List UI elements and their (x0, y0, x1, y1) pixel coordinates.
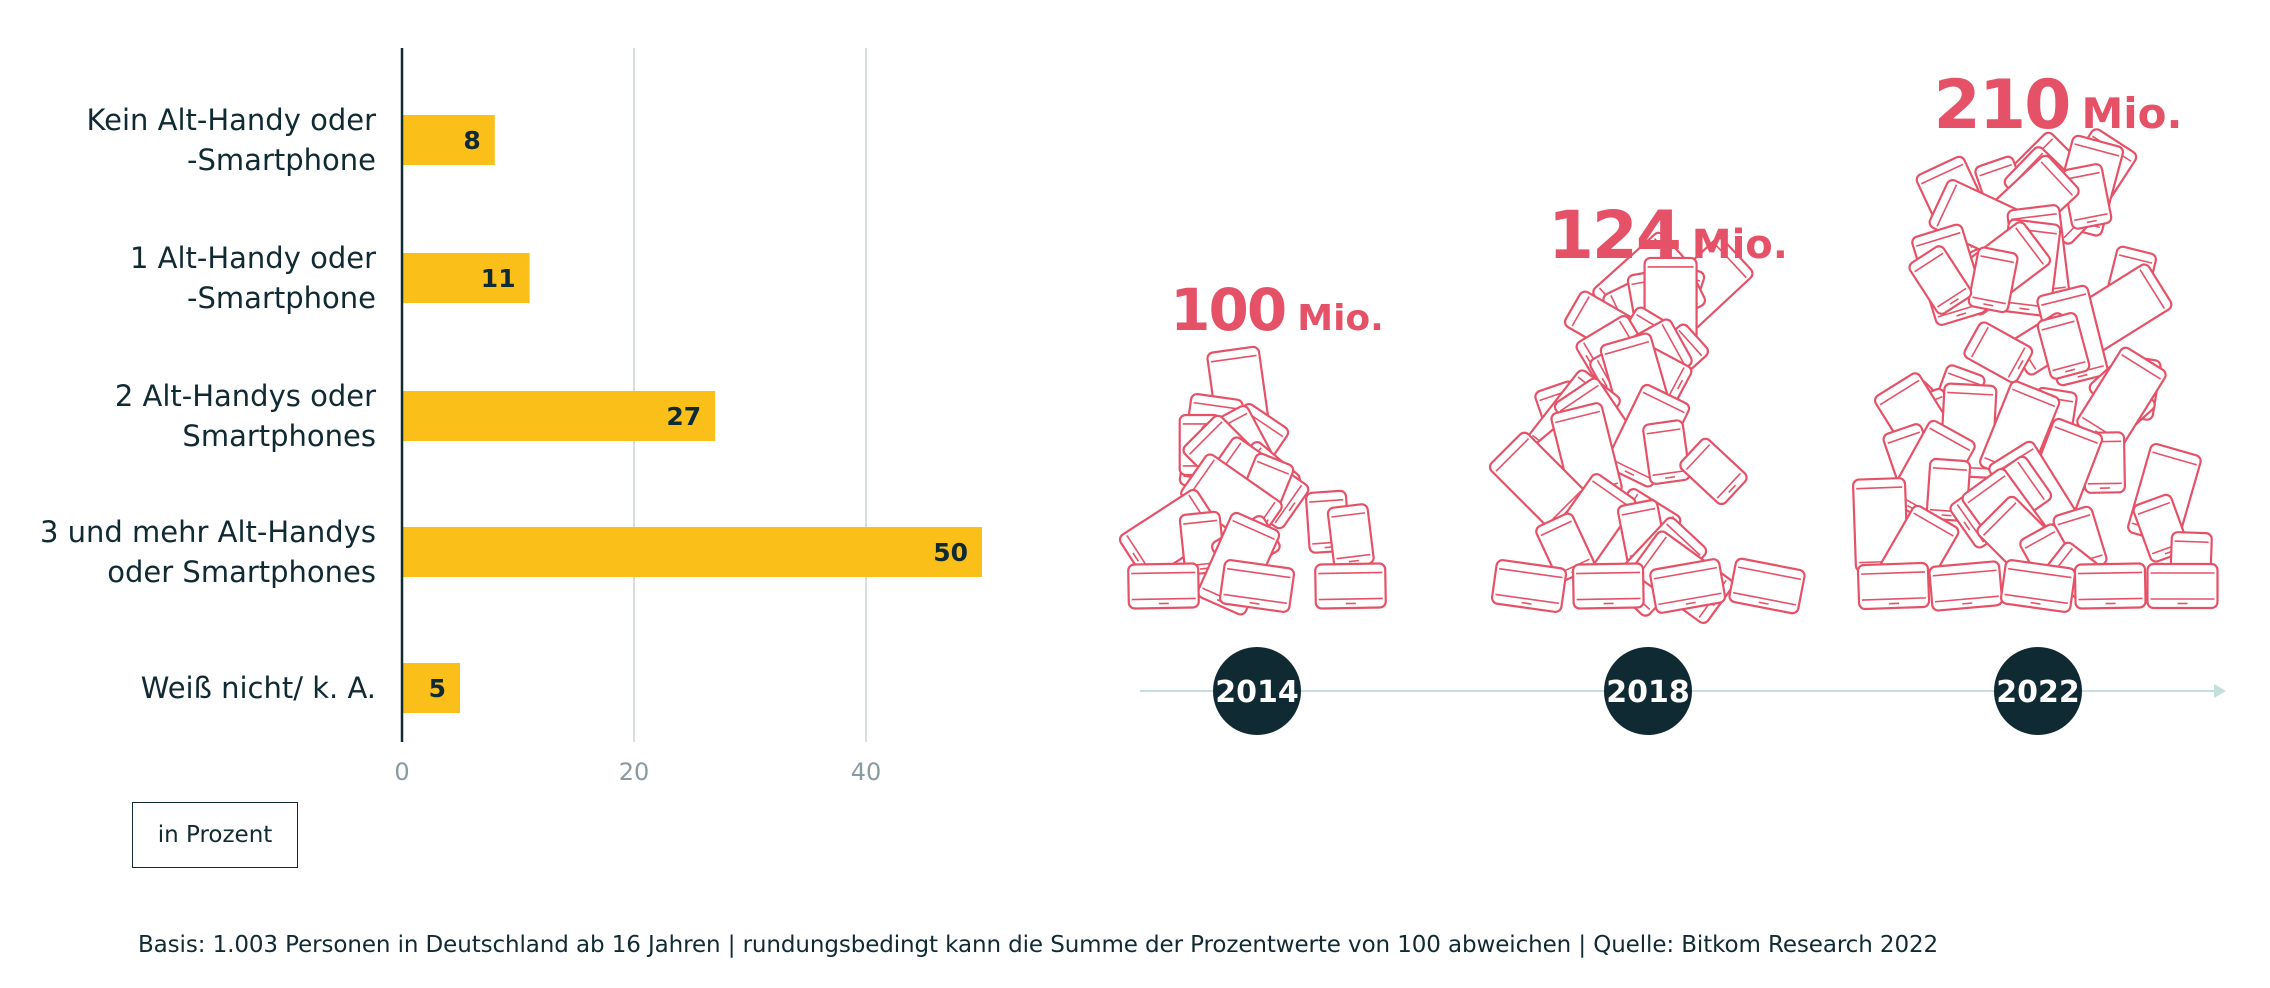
bar-value-label: 5 (429, 674, 446, 703)
bar (402, 115, 495, 165)
bar-value-label: 8 (463, 126, 480, 155)
phone-icon (1999, 559, 2077, 613)
phone-icon (1490, 559, 1568, 613)
phone-icon (1856, 561, 1931, 611)
phone-pile (1851, 128, 2219, 613)
category-label: -Smartphone (187, 143, 376, 177)
bar-value-label: 50 (933, 538, 968, 567)
phone-icon (1928, 560, 2004, 612)
phone-icon (1967, 246, 2019, 314)
bar (402, 663, 460, 713)
phone-icon (1314, 562, 1387, 610)
source-footnote: Basis: 1.003 Personen in Deutschland ab … (138, 932, 1939, 958)
phone-icon (1649, 558, 1727, 614)
year-badge (1604, 647, 1692, 735)
year-label: 2022 (1996, 675, 2080, 710)
mio-unit: Mio. (2081, 89, 2182, 138)
year-label: 2018 (1606, 675, 1690, 710)
phone-icon (1963, 321, 2034, 384)
x-tick-label: 0 (394, 758, 409, 786)
bar-value-label: 27 (666, 402, 701, 431)
mio-number: 100 (1170, 276, 1285, 344)
x-tick-label: 20 (619, 758, 650, 786)
bar (402, 253, 530, 303)
mio-number: 210 (1934, 66, 2070, 145)
phone-icon (1908, 245, 1973, 315)
timeline-arrowhead (2214, 684, 2226, 698)
category-label: 2 Alt-Handys oder (115, 379, 376, 413)
category-label: Weiß nicht/ k. A. (141, 671, 376, 705)
category-label: -Smartphone (187, 281, 376, 315)
mio-unit: Mio. (1297, 298, 1384, 339)
phone-pile (1488, 231, 1806, 625)
bar (402, 527, 982, 577)
bar-chart: 8 Kein Alt-Handy oder -Smartphone 11 1 Alt-H… (40, 48, 982, 786)
category-label: Kein Alt-Handy oder (87, 103, 377, 137)
mio-number: 124 (1548, 197, 1680, 274)
category-label: oder Smartphones (107, 555, 376, 589)
phone-icon (2146, 562, 2219, 610)
year-label: 2014 (1215, 675, 1299, 710)
phone-icon (2036, 311, 2091, 380)
phone-icon (1218, 559, 1296, 613)
year-badge (1994, 647, 2082, 735)
mio-value-label: 210 Mio. (1934, 66, 2183, 145)
category-label: 3 und mehr Alt-Handys (40, 515, 376, 549)
year-badge (1213, 647, 1301, 735)
mio-unit: Mio. (1692, 222, 1788, 268)
phone-icon (1326, 503, 1375, 569)
phone-icon (2073, 562, 2147, 610)
category-label: Smartphones (182, 419, 376, 453)
mio-value-label: 124 Mio. (1548, 197, 1788, 274)
phone-icon (1571, 562, 1645, 610)
phone-pile (1118, 345, 1387, 616)
unit-label-box: in Prozent (132, 802, 298, 868)
phone-icon (1728, 557, 1806, 615)
mio-value-label: 100 Mio. (1170, 276, 1384, 344)
bar (402, 391, 716, 441)
bar-value-label: 11 (481, 264, 516, 293)
unit-label: in Prozent (157, 822, 273, 848)
phone-icon (1127, 562, 1200, 610)
x-tick-label: 40 (851, 758, 882, 786)
category-label: 1 Alt-Handy oder (130, 241, 376, 275)
phone-icon (1679, 437, 1748, 506)
phone-icon (1642, 419, 1691, 485)
